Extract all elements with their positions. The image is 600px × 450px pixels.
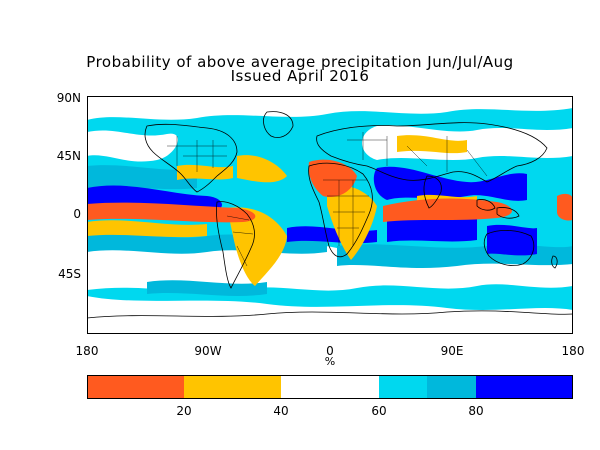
map-subtitle: Issued April 2016 (230, 67, 370, 85)
country-borders (167, 132, 488, 267)
lon-label-180-east: 180 (561, 344, 585, 358)
colorbar-segment-20-40 (184, 375, 281, 399)
colorbar-segment-80-100 (476, 375, 573, 399)
precipitation-map (87, 96, 573, 334)
very-low-regions (87, 159, 573, 223)
lon-label-180-west: 180 (75, 344, 99, 358)
lon-label-0: 0 (326, 344, 334, 358)
colorbar-tick-40: 40 (273, 404, 289, 418)
unit-label: % (324, 355, 336, 368)
colorbar-segment-40-60 (281, 375, 379, 399)
colorbar-segment-0-20 (87, 375, 184, 399)
colorbar (87, 375, 573, 399)
lat-label-90n: 90N (56, 91, 81, 105)
colorbar-tick-20: 20 (176, 404, 192, 418)
lat-label-45s: 45S (58, 267, 81, 281)
lon-label-90e: 90E (440, 344, 464, 358)
lon-label-90w: 90W (194, 344, 222, 358)
coastlines (87, 111, 573, 319)
lat-label-0: 0 (73, 207, 81, 221)
map-title: Probability of above average precipitati… (86, 53, 514, 71)
colorbar-segment-70-80 (427, 375, 476, 399)
colorbar-tick-80: 80 (468, 404, 484, 418)
map-frame (87, 96, 573, 334)
colorbar-tick-60: 60 (371, 404, 387, 418)
colorbar-frame (87, 375, 573, 399)
lat-label-45n: 45N (56, 149, 81, 163)
colorbar-segment-60-70 (379, 375, 427, 399)
low-regions (87, 135, 477, 286)
